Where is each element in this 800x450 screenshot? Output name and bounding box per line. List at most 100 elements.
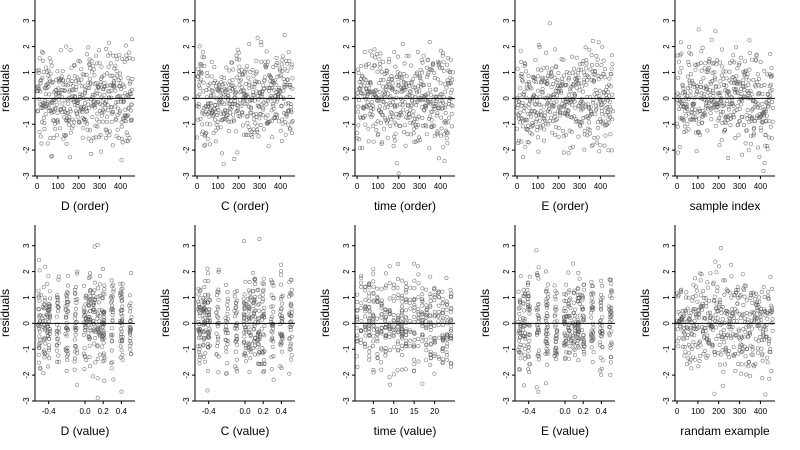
data-point (400, 346, 405, 351)
data-point (766, 102, 771, 107)
data-point (600, 358, 605, 363)
data-point (375, 286, 380, 291)
data-point (705, 333, 710, 338)
data-point (216, 125, 221, 130)
data-point (686, 351, 691, 356)
x-tick-label: 0.2 (98, 407, 110, 416)
data-point (279, 349, 284, 354)
data-point (207, 122, 212, 127)
data-point (412, 286, 417, 291)
data-point (432, 287, 437, 292)
data-point (250, 84, 255, 89)
data-point (354, 354, 359, 359)
data-point (214, 293, 219, 298)
data-point (43, 341, 48, 346)
data-point (371, 314, 376, 319)
data-point (749, 352, 754, 357)
data-point (212, 117, 217, 122)
data-point (289, 357, 294, 362)
data-point (233, 95, 238, 100)
data-point (682, 326, 687, 331)
data-point (519, 78, 524, 83)
data-point (409, 63, 414, 68)
data-point (724, 76, 729, 81)
data-point (215, 314, 220, 319)
data-point (546, 122, 551, 127)
data-point (581, 349, 586, 354)
data-point (448, 57, 453, 62)
data-point (707, 56, 712, 61)
data-point (241, 239, 246, 244)
data-point (46, 84, 51, 89)
y-tick-label: -2 (342, 146, 351, 154)
data-point (562, 291, 567, 296)
x-tick-label: 200 (72, 182, 86, 191)
data-point (252, 352, 257, 357)
data-point (241, 311, 246, 316)
data-point (113, 100, 118, 105)
data-point (769, 136, 774, 141)
data-point (272, 98, 277, 103)
data-point (575, 328, 580, 333)
data-point (374, 128, 379, 133)
data-point (36, 257, 41, 262)
data-point (207, 114, 212, 119)
data-point (522, 89, 527, 94)
data-point (86, 322, 91, 327)
data-point (101, 97, 106, 102)
data-point (582, 147, 587, 152)
data-point (391, 372, 396, 377)
data-point (371, 271, 376, 276)
data-point (523, 323, 528, 328)
data-point (581, 339, 586, 344)
data-point (379, 69, 384, 74)
data-point (749, 57, 754, 62)
data-point (440, 332, 445, 337)
data-point (535, 135, 540, 140)
data-point (258, 111, 263, 116)
data-point (198, 305, 203, 310)
data-point (448, 287, 453, 292)
data-point (129, 102, 134, 107)
data-point (395, 320, 400, 325)
data-point (112, 84, 117, 89)
data-point (602, 143, 607, 148)
data-point (95, 313, 100, 318)
data-point (39, 49, 44, 54)
data-point (725, 99, 730, 104)
data-point (705, 285, 710, 290)
data-point (115, 57, 120, 62)
data-point (79, 67, 84, 72)
data-point (545, 362, 550, 367)
y-tick-label: 3 (22, 243, 31, 248)
data-point (111, 110, 116, 115)
data-point (65, 354, 70, 359)
data-point (574, 85, 579, 90)
data-point (92, 341, 97, 346)
data-point (535, 128, 540, 133)
data-point (516, 330, 521, 335)
y-tick-label: -2 (182, 371, 191, 379)
data-point (361, 83, 366, 88)
data-point (202, 310, 207, 315)
data-point (69, 65, 74, 70)
data-point (738, 55, 743, 60)
data-point (46, 319, 51, 324)
data-point (39, 141, 44, 146)
data-point (108, 105, 113, 110)
data-point (566, 76, 571, 81)
data-point (209, 59, 214, 64)
data-point (428, 349, 433, 354)
data-point (271, 296, 276, 301)
data-point (361, 106, 366, 111)
data-point (363, 333, 368, 338)
data-point (50, 101, 55, 106)
data-point (396, 115, 401, 120)
data-point (226, 296, 231, 301)
data-point (63, 110, 68, 115)
y-tick-label: 2 (342, 44, 351, 49)
data-point (379, 326, 384, 331)
data-point (283, 120, 288, 125)
data-point (527, 306, 532, 311)
